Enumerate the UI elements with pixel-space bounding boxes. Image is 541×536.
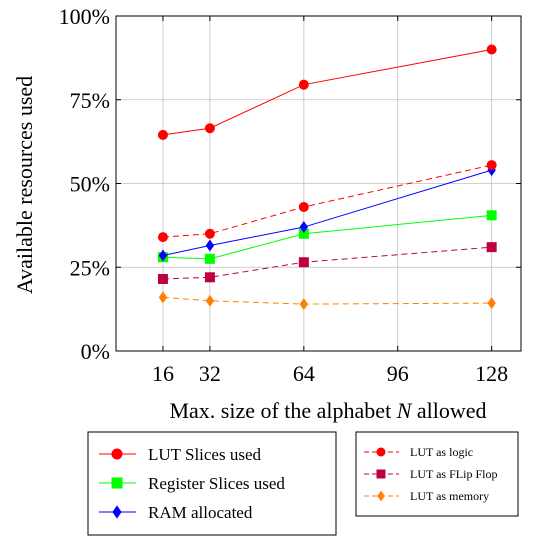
legend-marker	[376, 447, 386, 457]
data-point-ram-allocated	[158, 249, 168, 262]
grid-lines	[116, 15, 521, 352]
series-lut-as-logic	[157, 160, 497, 243]
data-point-lut-as-memory	[487, 297, 496, 310]
data-point-register-slices-used	[298, 228, 309, 239]
data-point-lut-as-logic	[204, 228, 215, 239]
y-tick-label: 50%	[70, 172, 110, 197]
y-tick-label: 100%	[59, 4, 110, 29]
y-tick-label: 25%	[70, 255, 110, 280]
series-line-register-slices-used	[162, 214, 492, 260]
series-lut-as-memory	[158, 291, 496, 311]
data-point-lut-as-flip-flop	[298, 257, 309, 268]
y-tick-label: 0%	[81, 339, 110, 364]
data-point-register-slices-used	[486, 210, 497, 221]
legend-primary: LUT Slices used Register Slices used RAM a…	[87, 431, 337, 536]
x-tick-label: 16	[152, 361, 174, 386]
data-point-ram-allocated	[205, 239, 215, 252]
x-axis-label: Max. size of the alphabet N allowed	[169, 398, 486, 423]
series-layer	[157, 44, 497, 311]
legend-label: LUT Slices used	[148, 445, 262, 464]
legend-marker	[111, 448, 123, 460]
x-tick-label: 96	[387, 361, 409, 386]
data-point-lut-slices-used	[157, 129, 168, 140]
series-line-ram-allocated	[162, 169, 492, 257]
series-line-lut-as-memory	[162, 296, 492, 305]
data-point-lut-slices-used	[204, 123, 215, 134]
legend-label: LUT as logic	[410, 445, 473, 459]
legend-entry-lut-as-logic: LUT as logic	[364, 445, 473, 459]
legend-marker	[377, 490, 385, 502]
legend-entry-lut-as-memory: LUT as memory	[364, 489, 489, 503]
series-line-lut-as-logic	[162, 164, 492, 238]
x-tick-label: 64	[293, 361, 315, 386]
legend-label: LUT as memory	[410, 489, 489, 503]
series-line-lut-as-flip-flop	[162, 246, 492, 280]
data-point-register-slices-used	[204, 253, 215, 264]
tick-labels: 16 32 64 96 128 0% 25% 50% 75% 100%	[59, 4, 508, 386]
x-axis-label-suffix: allowed	[411, 398, 486, 423]
x-axis-label-variable: N	[396, 398, 413, 423]
data-point-lut-as-logic	[298, 201, 309, 212]
x-tick-label: 128	[475, 361, 508, 386]
legend-entry-register-slices-used: Register Slices used	[99, 474, 285, 493]
data-point-lut-as-memory	[299, 298, 309, 311]
legend-marker	[112, 505, 122, 519]
series-line-lut-slices-used	[162, 49, 492, 136]
legend-secondary: LUT as logic LUT as FLip Flop LUT as memor…	[355, 431, 519, 517]
data-point-lut-slices-used	[298, 79, 309, 90]
y-tick-label: 75%	[70, 88, 110, 113]
axes	[115, 15, 522, 352]
y-axis-label: Available resources used	[12, 76, 37, 294]
legend-entry-lut-as-flip-flop: LUT as FLip Flop	[364, 467, 497, 481]
data-point-lut-as-memory	[205, 294, 215, 307]
data-point-lut-as-flip-flop	[204, 272, 215, 283]
series-lut-as-flip-flop	[157, 242, 497, 284]
x-axis-label-prefix: Max. size of the alphabet	[169, 398, 396, 423]
data-point-lut-as-flip-flop	[486, 242, 497, 253]
legend-label: Register Slices used	[148, 474, 285, 493]
data-point-lut-slices-used	[486, 44, 497, 55]
legend-entry-ram-allocated: RAM allocated	[99, 503, 253, 522]
data-point-lut-as-memory	[158, 291, 168, 304]
series-ram-allocated	[158, 164, 496, 262]
data-point-lut-as-logic	[486, 160, 497, 171]
data-point-lut-as-logic	[157, 232, 168, 243]
series-lut-slices-used	[157, 44, 497, 140]
legend-label: LUT as FLip Flop	[410, 467, 497, 481]
data-point-lut-as-flip-flop	[157, 273, 168, 284]
legend-label: RAM allocated	[148, 503, 253, 522]
legend-marker	[111, 477, 123, 489]
x-tick-label: 32	[199, 361, 221, 386]
data-point-ram-allocated	[299, 221, 309, 234]
legend-entry-lut-slices-used: LUT Slices used	[99, 445, 262, 464]
legend-marker	[376, 469, 386, 479]
